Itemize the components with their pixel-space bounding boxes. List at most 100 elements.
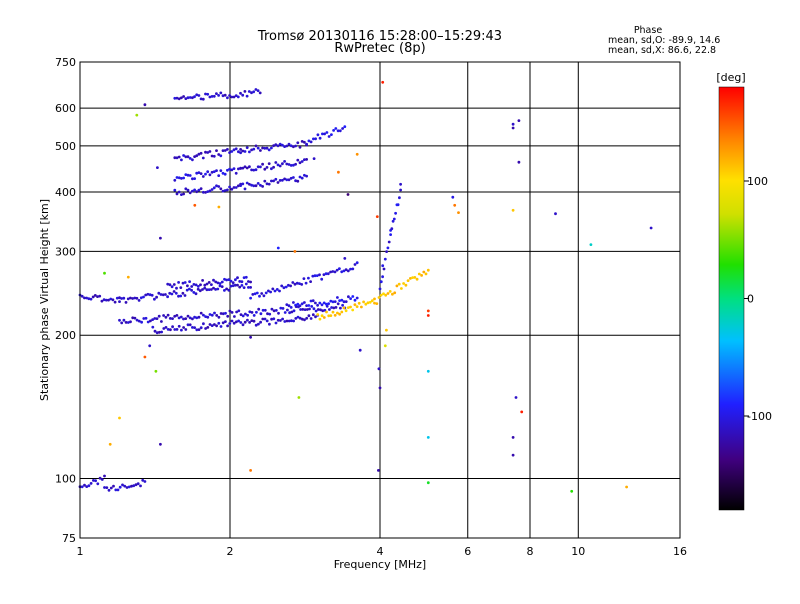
echo-point [318,317,322,321]
echo-point [625,485,628,489]
y-tick-label: 75 [62,532,76,545]
echo-point [385,328,388,332]
echo-point [349,267,352,271]
echo-point [182,192,186,196]
echo-point [121,483,124,487]
echo-point [370,299,374,303]
echo-point [180,96,183,100]
echo-point [244,275,248,279]
echo-point [381,275,384,279]
echo-point [241,314,245,318]
echo-point [250,319,254,322]
echo-point [199,172,203,176]
echo-point [259,149,262,152]
echo-point [218,284,222,288]
echo-point [188,287,191,291]
echo-point [269,290,272,294]
y-tick-label: 400 [55,186,76,199]
echo-point [275,288,279,291]
echo-point [208,323,212,326]
echo-point [174,291,178,295]
echo-point [267,162,271,166]
echo-point [316,308,320,311]
echo-point [156,166,159,170]
echo-point [250,148,254,152]
echo-point [237,319,241,323]
echo-point [184,317,188,320]
echo-point [241,149,245,153]
echo-point [255,291,259,295]
echo-point [305,158,308,161]
echo-point [89,297,93,301]
echo-point [355,152,359,156]
echo-point [240,284,244,287]
echo-point [270,307,274,311]
x-tick-label: 10 [571,545,585,558]
echo-point [98,476,102,480]
echo-point [332,306,336,310]
echo-point [142,295,145,299]
echo-point [229,279,233,283]
echo-point [391,219,395,223]
echo-point [195,316,199,320]
echo-point [169,328,172,332]
echo-point [303,308,307,311]
echo-point [346,269,350,273]
echo-point [278,142,282,146]
echo-point [258,91,262,95]
echo-point [130,484,133,488]
echo-point [245,146,249,150]
echo-point [205,288,209,292]
echo-point [173,156,177,160]
echo-point [201,175,205,178]
echo-point [292,163,295,167]
echo-point [314,315,317,319]
echo-point [517,160,521,164]
echo-point [259,183,262,187]
colorbar [718,86,745,511]
echo-point [223,189,227,192]
echo-point [277,311,280,315]
echo-point [329,270,332,274]
echo-point [298,161,302,165]
echo-point [453,203,457,207]
colorbar-tick-label: -100 [747,410,772,423]
echo-point [196,287,200,291]
echo-point [270,146,273,150]
echo-point [283,311,287,314]
echo-point [135,113,139,117]
echo-point [153,317,157,320]
echo-point [332,129,335,132]
y-tick-label: 100 [55,473,76,486]
echo-point [340,298,344,302]
echo-point [193,155,197,159]
echo-point [80,485,84,489]
echo-point [331,300,335,304]
echo-point [263,317,267,321]
echo-point [194,283,198,287]
echo-point [143,103,147,107]
echo-point [309,280,312,283]
echo-point [278,179,282,182]
echo-point [135,296,139,300]
echo-point [426,369,430,373]
echo-point [197,171,201,175]
echo-point [217,321,221,325]
echo-point [381,80,385,84]
echo-point [191,158,194,162]
echo-point [166,313,170,317]
echo-point [155,331,159,335]
echo-point [204,327,208,330]
echo-point [305,304,308,307]
echo-point [265,182,269,186]
echo-point [377,296,381,299]
echo-point [426,481,430,485]
echo-point [207,288,211,291]
echo-point [357,301,361,305]
echo-point [239,148,243,151]
echo-point [228,94,232,97]
echo-point [226,96,229,100]
echo-point [272,144,275,148]
echo-point [204,172,207,176]
